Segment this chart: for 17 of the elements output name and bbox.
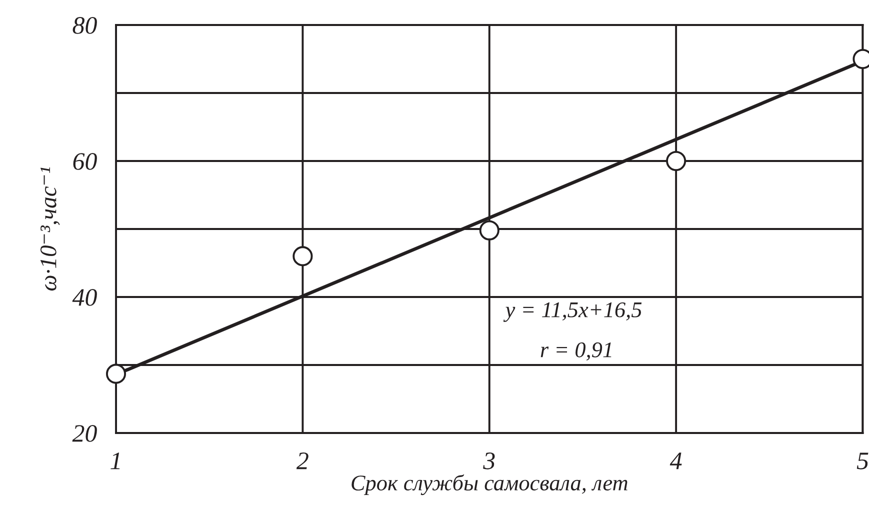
x-tick-label: 3: [483, 452, 495, 470]
x-tick-label: 5: [856, 452, 868, 470]
x-tick-label: 1: [110, 452, 120, 470]
annotation: y = 11,5x+16,5: [503, 302, 642, 322]
annotation: r = 0,91: [540, 342, 612, 361]
point: [292, 246, 313, 266]
point: [479, 220, 500, 240]
x-tick-label: 2: [296, 452, 308, 470]
y-tick-label: 80: [72, 17, 97, 34]
y-tick-label: 40: [72, 289, 97, 306]
y-tick-label: 60: [73, 153, 97, 170]
y-tick-label: 20: [72, 425, 97, 442]
x-axis-title: Срок службы самосвала, лет: [352, 474, 628, 496]
point: [106, 364, 126, 384]
point: [666, 150, 686, 172]
y-axis-title: ω·10⁻³,час⁻¹: [40, 167, 60, 291]
x-tick-label: 4: [670, 452, 682, 470]
